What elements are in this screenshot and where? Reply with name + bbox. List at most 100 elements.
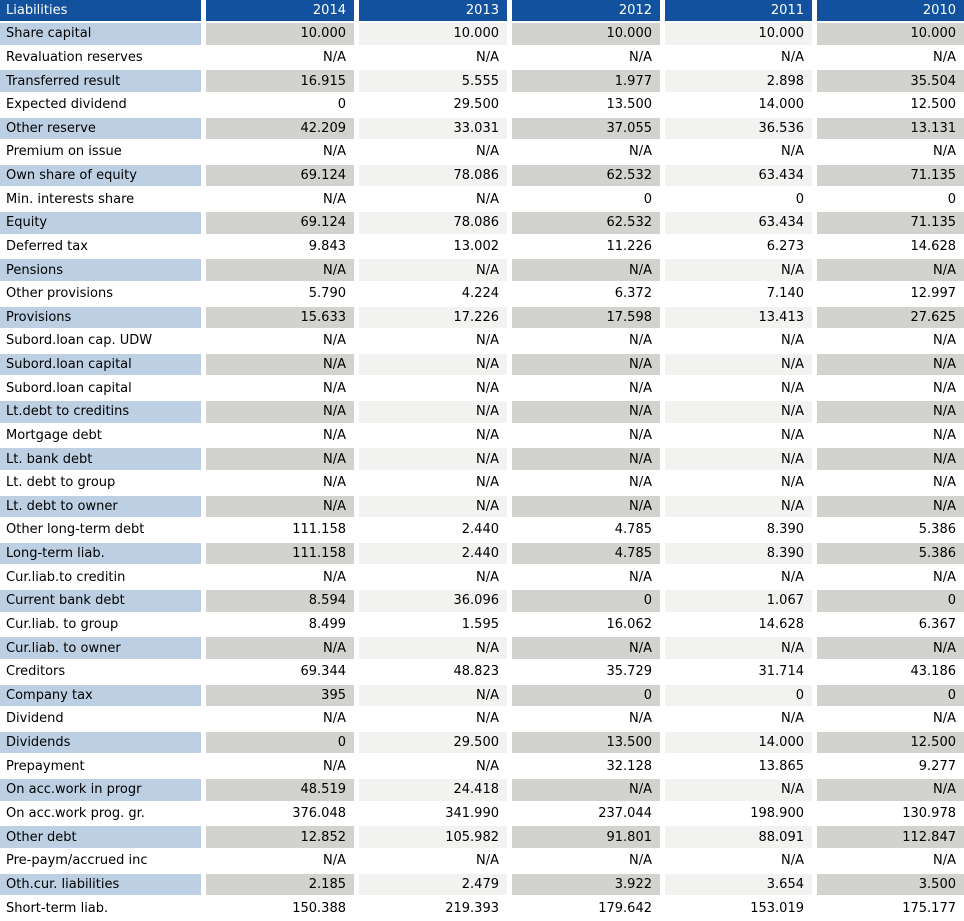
value-cell: 71.135 (812, 164, 964, 189)
row-label-cell: Premium on issue (0, 141, 201, 165)
value-cell: N/A (812, 448, 964, 472)
year-column-header-2010: 2010 (812, 0, 964, 23)
value-cell: N/A (660, 849, 812, 874)
value-cell: N/A (354, 46, 507, 71)
value-cell: N/A (507, 566, 660, 590)
row-label-cell: Subord.loan capital (0, 377, 201, 401)
value-cell: 42.209 (201, 117, 354, 142)
value-cell: N/A (201, 330, 354, 354)
value-cell: 12.997 (812, 282, 964, 307)
row-label-cell: Own share of equity (0, 164, 201, 189)
value-cell: 13.500 (507, 93, 660, 118)
value-cell: 2.440 (354, 542, 507, 567)
table-row: Premium on issue N/A N/A N/A N/A N/A (0, 141, 964, 165)
row-label-cell: Share capital (0, 23, 201, 47)
value-cell: N/A (201, 448, 354, 472)
value-cell: 5.555 (354, 70, 507, 94)
table-row: Company tax 395 N/A 0 0 0 (0, 684, 964, 709)
row-label-cell: Dividends (0, 731, 201, 756)
value-cell: N/A (812, 849, 964, 874)
value-cell: 0 (812, 590, 964, 614)
table-row: Current bank debt 8.594 36.096 0 1.067 0 (0, 590, 964, 614)
value-cell: 130.978 (812, 802, 964, 827)
row-label-cell: Creditors (0, 660, 201, 685)
value-cell: 14.000 (660, 731, 812, 756)
value-cell: N/A (812, 708, 964, 732)
value-cell: N/A (354, 448, 507, 472)
table-row: Cur.liab. to group 8.499 1.595 16.062 14.628… (0, 613, 964, 638)
value-cell: 3.922 (507, 873, 660, 898)
value-cell: N/A (812, 637, 964, 661)
table-row: Short-term liab. 150.388 219.393 179.642 153… (0, 897, 964, 921)
row-label-cell: Short-term liab. (0, 897, 201, 921)
value-cell: 4.224 (354, 282, 507, 307)
table-row: Own share of equity 69.124 78.086 62.532 63.… (0, 164, 964, 189)
value-cell: N/A (507, 353, 660, 378)
value-cell: N/A (812, 330, 964, 354)
value-cell: 16.062 (507, 613, 660, 638)
table-row: Dividends 0 29.500 13.500 14.000 12.500 (0, 731, 964, 756)
value-cell: 31.714 (660, 660, 812, 685)
table-row: On acc.work in progr 48.519 24.418 N/A N/A N/… (0, 779, 964, 803)
value-cell: N/A (201, 566, 354, 590)
header-row: Liabilities 2014 2013 2012 2011 2010 (0, 0, 964, 23)
value-cell: 11.226 (507, 235, 660, 260)
table-title: Liabilities (0, 0, 201, 23)
value-cell: N/A (660, 708, 812, 732)
value-cell: N/A (660, 448, 812, 472)
value-cell: 36.536 (660, 117, 812, 142)
year-column-header-2014: 2014 (201, 0, 354, 23)
value-cell: N/A (354, 259, 507, 283)
value-cell: 4.785 (507, 542, 660, 567)
table-row: Lt. debt to group N/A N/A N/A N/A N/A (0, 471, 964, 496)
table-row: Min. interests share N/A N/A 0 0 0 (0, 188, 964, 212)
value-cell: 16.915 (201, 70, 354, 94)
value-cell: 10.000 (812, 23, 964, 47)
table-row: Long-term liab. 111.158 2.440 4.785 8.390 5.3… (0, 542, 964, 567)
table-row: Prepayment N/A N/A 32.128 13.865 9.277 (0, 755, 964, 779)
value-cell: 17.598 (507, 306, 660, 331)
row-label-cell: Deferred tax (0, 235, 201, 260)
value-cell: N/A (812, 779, 964, 803)
value-cell: N/A (660, 141, 812, 165)
value-cell: 2.185 (201, 873, 354, 898)
value-cell: N/A (812, 259, 964, 283)
value-cell: N/A (354, 637, 507, 661)
value-cell: 153.019 (660, 897, 812, 921)
value-cell: 111.158 (201, 519, 354, 543)
table-row: Oth.cur. liabilities 2.185 2.479 3.922 3.654… (0, 873, 964, 898)
value-cell: N/A (507, 495, 660, 520)
value-cell: 88.091 (660, 826, 812, 850)
table-row: Other debt 12.852 105.982 91.801 88.091 112.8… (0, 826, 964, 850)
value-cell: N/A (354, 495, 507, 520)
row-label-cell: On acc.work in progr (0, 779, 201, 803)
value-cell: 48.519 (201, 779, 354, 803)
row-label-cell: Other debt (0, 826, 201, 850)
row-label-cell: Revaluation reserves (0, 46, 201, 71)
value-cell: 12.852 (201, 826, 354, 850)
value-cell: N/A (354, 684, 507, 709)
value-cell: 91.801 (507, 826, 660, 850)
value-cell: N/A (201, 46, 354, 71)
table-row: Expected dividend 0 29.500 13.500 14.000 12.5… (0, 93, 964, 118)
value-cell: N/A (354, 330, 507, 354)
table-row: Provisions 15.633 17.226 17.598 13.413 27.625 (0, 306, 964, 331)
table-row: Subord.loan capital N/A N/A N/A N/A N/A (0, 377, 964, 401)
table-row: Lt. debt to owner N/A N/A N/A N/A N/A (0, 495, 964, 520)
row-label-cell: Lt. bank debt (0, 448, 201, 472)
value-cell: 33.031 (354, 117, 507, 142)
value-cell: 43.186 (812, 660, 964, 685)
value-cell: 2.440 (354, 519, 507, 543)
table-row: Other long-term debt 111.158 2.440 4.785 8.3… (0, 519, 964, 543)
table-row: Share capital 10.000 10.000 10.000 10.000 10.… (0, 23, 964, 47)
value-cell: 17.226 (354, 306, 507, 331)
value-cell: 175.177 (812, 897, 964, 921)
value-cell: 8.499 (201, 613, 354, 638)
value-cell: 10.000 (201, 23, 354, 47)
value-cell: 29.500 (354, 731, 507, 756)
value-cell: 0 (812, 684, 964, 709)
value-cell: 24.418 (354, 779, 507, 803)
value-cell: 0 (660, 684, 812, 709)
row-label-cell: Lt.debt to creditins (0, 401, 201, 425)
